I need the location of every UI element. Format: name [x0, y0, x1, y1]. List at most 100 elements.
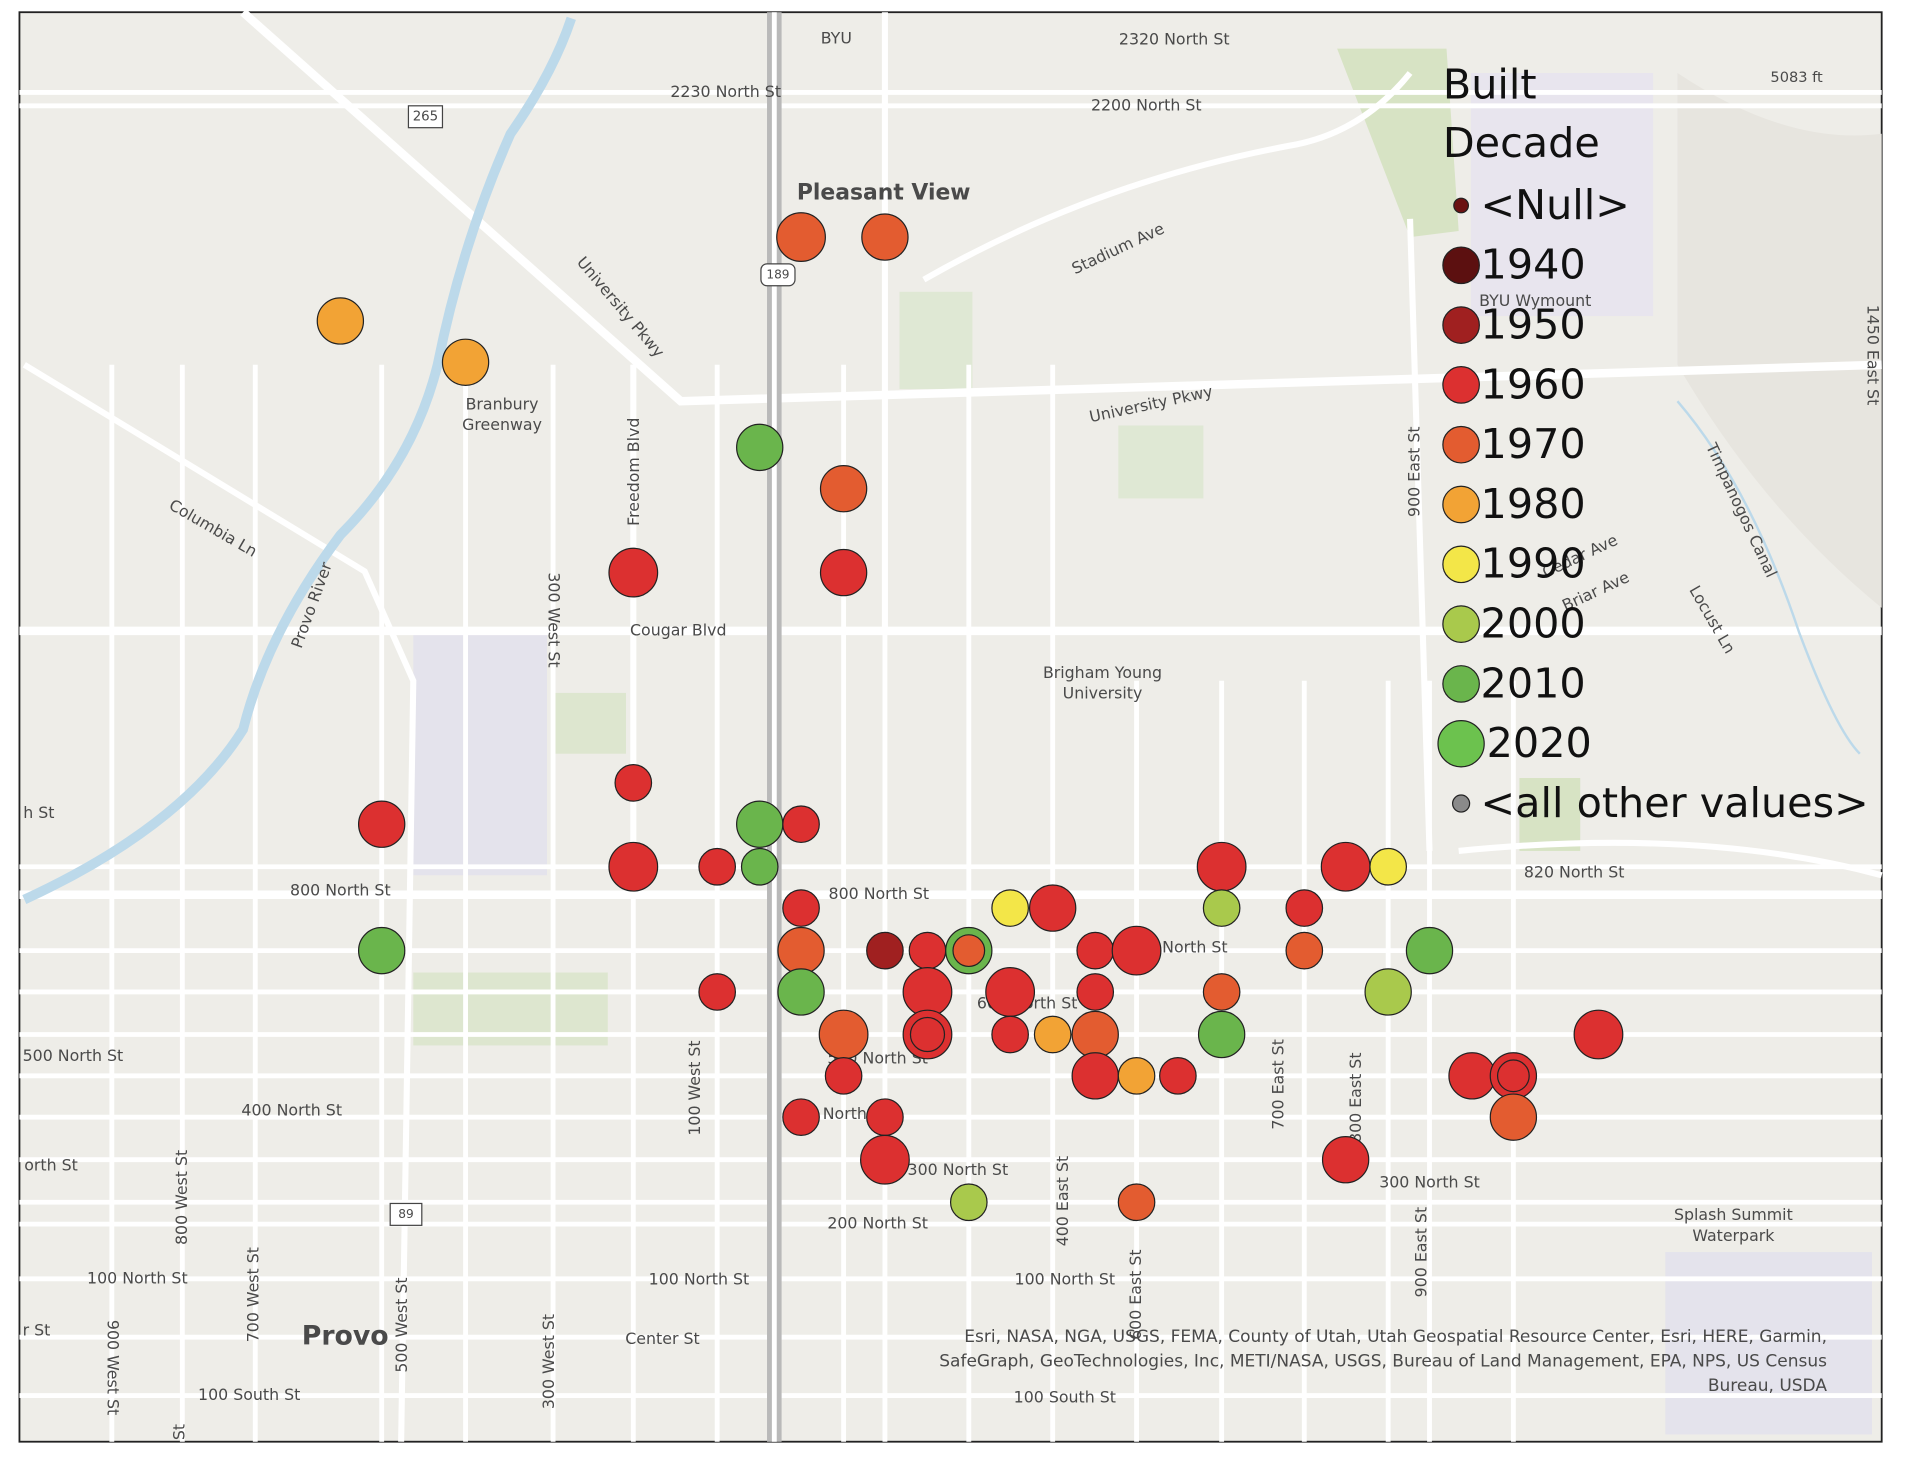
street-label: 300 West St [539, 1314, 558, 1409]
street-label: 900 East St [1412, 1207, 1431, 1298]
house-marker [991, 1015, 1029, 1054]
street-label: 800 North St [829, 884, 930, 903]
street-label: 400 North St [241, 1101, 342, 1120]
street-label: Pleasant View [797, 180, 971, 205]
markers [316, 212, 1624, 1222]
house-marker [1489, 1093, 1538, 1141]
street-label: 265 [413, 110, 439, 125]
street-label: Provo [302, 1321, 389, 1352]
street-label: 300 North St [908, 1160, 1009, 1179]
house-marker [1197, 1010, 1246, 1059]
route-shield [389, 1202, 423, 1226]
street-label: orth St [24, 1155, 78, 1174]
road [240, 9, 1882, 406]
legend-label: 2020 [1487, 719, 1592, 767]
street-label: 800 North St [290, 881, 391, 900]
legend-swatch [1451, 794, 1471, 813]
house-marker [860, 1134, 910, 1185]
street-label: r St [23, 1321, 51, 1340]
house-marker [818, 1009, 869, 1060]
legend-swatch [1442, 246, 1480, 285]
house-marker [866, 931, 904, 970]
road [922, 71, 1413, 283]
street-label: BYU Wymount [1479, 291, 1591, 310]
house-marker [1202, 889, 1241, 927]
street-label: 1450 East St [1863, 305, 1882, 406]
street-labels: BYU 2320 North St 2230 North St 2200 North … [23, 28, 1883, 1440]
street-label: St [169, 1424, 188, 1440]
attribution-text: SafeGraph, GeoTechnologies, Inc, METI/NA… [939, 1351, 1827, 1371]
street-label: 500 West St [392, 1277, 411, 1372]
route-shield [407, 105, 444, 129]
legend-swatch [1442, 366, 1480, 404]
road [1458, 839, 1883, 879]
street-label: Greenway [462, 415, 542, 434]
legend-label: 1960 [1481, 360, 1586, 408]
house-marker [777, 968, 825, 1016]
attribution: Esri, NASA, NGA, USGS, FEMA, County of U… [939, 1327, 1827, 1396]
house-marker [952, 934, 986, 968]
street-label: 900 West St [103, 1320, 122, 1415]
house-marker [1285, 889, 1324, 927]
street-label: BYU [821, 28, 852, 47]
street-label: 800 West St [172, 1150, 191, 1245]
street-label: 2320 North St [1119, 30, 1230, 49]
house-marker [614, 764, 653, 802]
canal [1676, 400, 1861, 755]
attribution-text: Esri, NASA, NGA, USGS, FEMA, County of U… [964, 1327, 1827, 1347]
street-label: Cougar Blvd [630, 620, 727, 639]
house-marker [608, 547, 659, 598]
legend-label: 1970 [1481, 420, 1586, 468]
house-marker [777, 926, 825, 975]
house-marker [819, 465, 868, 513]
house-marker [1076, 973, 1115, 1011]
house-marker [782, 805, 820, 844]
street-label: 100 North St [649, 1270, 750, 1289]
attribution-text: Bureau, USDA [1708, 1376, 1828, 1396]
house-marker [824, 1056, 863, 1095]
house-marker [1496, 1059, 1530, 1093]
street-label: 100 South St [198, 1385, 300, 1404]
house-marker [1117, 1056, 1156, 1095]
legend-label: 2010 [1481, 659, 1586, 707]
legend-title: Decade [1443, 119, 1600, 167]
house-marker [357, 800, 406, 848]
street-label: 100 South St [1014, 1387, 1116, 1406]
street-label: Freedom Blvd [624, 418, 643, 526]
street-label: Brigham Young [1043, 663, 1162, 682]
house-marker [782, 1098, 820, 1136]
house-marker [1196, 841, 1247, 892]
house-marker [1111, 925, 1162, 976]
house-marker [949, 1183, 988, 1222]
legend-swatch [1442, 605, 1480, 643]
legend-swatch [1442, 485, 1480, 524]
house-marker [1320, 841, 1371, 892]
house-marker [736, 423, 784, 472]
street-label: 5083 ft [1770, 69, 1823, 86]
house-marker [1076, 931, 1115, 970]
house-marker [819, 548, 868, 597]
street-label: 800 East St [1346, 1052, 1365, 1143]
legend-swatch [1437, 720, 1485, 768]
street-label: 300 North St [1379, 1172, 1480, 1191]
street-label: 189 [766, 267, 789, 281]
street-label: 700 West St [244, 1247, 263, 1342]
legend-label: <Null> [1481, 181, 1630, 229]
street-label: 600 East St [1126, 1249, 1145, 1340]
house-marker [740, 847, 779, 886]
street-label: 89 [398, 1207, 413, 1221]
street-label: 300 West St [545, 572, 564, 667]
legend-label: 1940 [1481, 241, 1586, 289]
house-marker [357, 926, 406, 975]
road [1407, 218, 1433, 852]
street-label: 100 West St [685, 1040, 704, 1135]
terrain [413, 48, 1882, 1435]
street-label: 820 North St [1524, 862, 1625, 881]
legend-title: Built [1443, 61, 1537, 109]
house-marker [1071, 1052, 1119, 1100]
road [22, 362, 417, 1442]
street-label: 200 North St [827, 1214, 928, 1233]
house-marker [1405, 926, 1454, 975]
